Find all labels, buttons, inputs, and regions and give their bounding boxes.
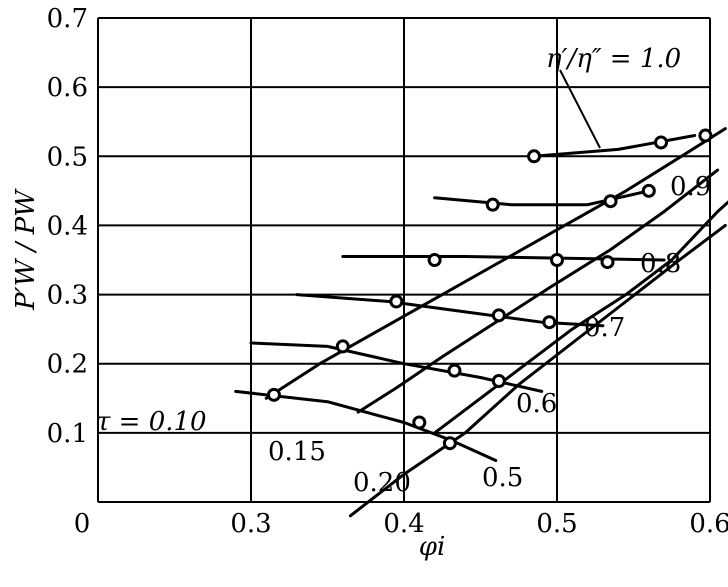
data-point xyxy=(485,197,500,212)
y-axis-label: P′W / PW xyxy=(11,188,41,311)
annotation-tau-010: τ = 0.10 xyxy=(96,407,207,437)
tau-series-2 xyxy=(433,200,728,435)
annotation-07: 0.7 xyxy=(584,313,625,343)
eta-series-5 xyxy=(234,389,498,462)
data-point xyxy=(542,315,557,330)
x-axis-label: φi xyxy=(419,532,446,562)
data-point xyxy=(527,149,542,164)
tau-series-1 xyxy=(356,168,720,414)
data-point xyxy=(550,253,564,267)
data-point xyxy=(491,308,506,323)
data-point xyxy=(641,183,656,198)
data-point xyxy=(412,415,427,430)
data-point xyxy=(335,339,350,354)
y-tick-label: 0.1 xyxy=(47,419,88,449)
tick-labels: 0.1 0.2 0.3 0.4 0.5 0.6 0.7 0 0.3 0.4 0.5 0.6 xyxy=(47,4,728,539)
data-point xyxy=(491,374,506,388)
data-point xyxy=(427,253,442,267)
data-point xyxy=(266,387,281,402)
annotation-06: 0.6 xyxy=(516,389,557,419)
data-point xyxy=(447,363,462,378)
data-point xyxy=(698,128,713,143)
annotation-08: 0.8 xyxy=(640,249,681,279)
x-tick-label: 0.4 xyxy=(383,509,424,539)
data-point xyxy=(654,135,669,150)
y-tick-label: 0.5 xyxy=(47,142,88,172)
y-tick-label: 0.7 xyxy=(47,4,88,34)
x-tick-label: 0.3 xyxy=(230,509,271,539)
y-tick-label: 0.2 xyxy=(47,350,88,380)
grid xyxy=(97,17,711,503)
eta-series-0 xyxy=(532,134,697,158)
eta-series-2 xyxy=(341,255,666,262)
x-tick-label: 0.5 xyxy=(536,509,577,539)
annotation-eta-10: η′/η″ = 1.0 xyxy=(546,44,681,74)
markers xyxy=(266,128,713,451)
leader-line xyxy=(559,69,601,149)
x-tick-label: 0 xyxy=(74,509,91,539)
eta-series-3 xyxy=(295,293,605,328)
data-point xyxy=(600,255,615,270)
eta-series-1 xyxy=(433,189,651,207)
data-point xyxy=(603,194,618,209)
y-tick-label: 0.6 xyxy=(47,73,88,103)
y-tick-label: 0.3 xyxy=(47,281,88,311)
y-tick-label: 0.4 xyxy=(47,211,88,241)
tau-series-3 xyxy=(348,223,727,518)
x-tick-label: 0.6 xyxy=(689,509,728,539)
annotation-020: 0.20 xyxy=(353,468,411,498)
annotation-05: 0.5 xyxy=(482,463,523,493)
annotation-09: 0.9 xyxy=(670,172,711,202)
data-point xyxy=(442,436,457,451)
annotation-015: 0.15 xyxy=(268,437,326,467)
data-point xyxy=(389,294,404,309)
